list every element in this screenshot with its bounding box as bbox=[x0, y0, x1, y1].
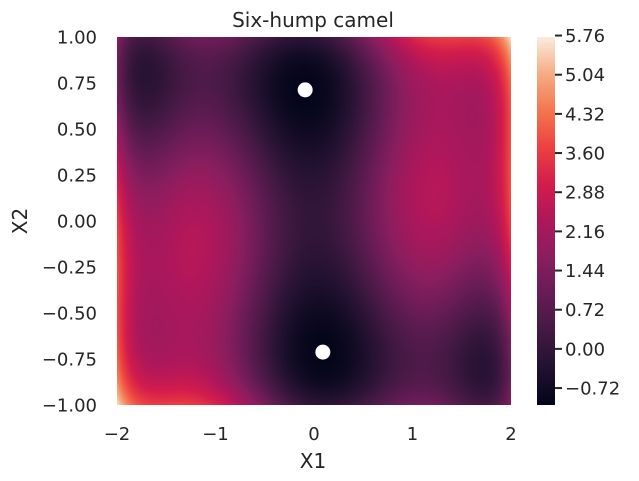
chart-title: Six-hump camel bbox=[232, 8, 394, 32]
x-tick-label: 1 bbox=[407, 424, 418, 445]
colorbar: −0.72 0.00 0.72 1.44 2.16 2.88 3.60 4.32 5.04 5.7… bbox=[537, 26, 620, 405]
x-tick-label: −1 bbox=[202, 424, 229, 445]
x-axis-label: X1 bbox=[300, 449, 326, 473]
x-axis-ticks: −2 −1 0 1 2 bbox=[104, 424, 517, 445]
colorbar-tick-label: 4.32 bbox=[565, 104, 605, 125]
heatmap-plot-area bbox=[117, 37, 511, 405]
x-tick-label: −2 bbox=[104, 424, 131, 445]
colorbar-tick-label: 2.16 bbox=[565, 222, 605, 243]
y-tick-label: 0.25 bbox=[57, 166, 97, 187]
minimum-marker bbox=[297, 82, 313, 98]
colorbar-tick-label: −0.72 bbox=[565, 379, 620, 400]
y-tick-label: 0.75 bbox=[57, 74, 97, 95]
colorbar-ticks: −0.72 0.00 0.72 1.44 2.16 2.88 3.60 4.32 5.04 5.7… bbox=[555, 26, 620, 400]
colorbar-tick-label: 0.72 bbox=[565, 300, 605, 321]
colorbar-tick-label: 5.76 bbox=[565, 26, 605, 47]
x-tick-label: 2 bbox=[505, 424, 516, 445]
minima-markers bbox=[297, 82, 331, 360]
y-tick-label: 0.50 bbox=[57, 120, 97, 141]
heatmap-image bbox=[117, 37, 511, 405]
colorbar-tick-label: 0.00 bbox=[565, 339, 605, 360]
y-tick-label: −0.25 bbox=[42, 258, 97, 279]
x-tick-label: 0 bbox=[308, 424, 319, 445]
y-tick-label: 1.00 bbox=[57, 28, 97, 49]
colorbar-tick-label: 1.44 bbox=[565, 261, 605, 282]
y-axis-ticks: 1.00 0.75 0.50 0.25 0.00 −0.25 −0.50 −0.75 −1.00 bbox=[42, 28, 97, 417]
y-tick-label: −0.75 bbox=[42, 350, 97, 371]
colorbar-tick-label: 5.04 bbox=[565, 65, 605, 86]
y-axis-label: X2 bbox=[8, 208, 32, 234]
y-tick-label: −0.50 bbox=[42, 304, 97, 325]
colorbar-gradient bbox=[537, 37, 555, 405]
colorbar-tick-label: 2.88 bbox=[565, 183, 605, 204]
y-tick-label: 0.00 bbox=[57, 212, 97, 233]
colorbar-tick-label: 3.60 bbox=[565, 144, 605, 165]
minimum-marker bbox=[315, 344, 331, 360]
y-tick-label: −1.00 bbox=[42, 396, 97, 417]
